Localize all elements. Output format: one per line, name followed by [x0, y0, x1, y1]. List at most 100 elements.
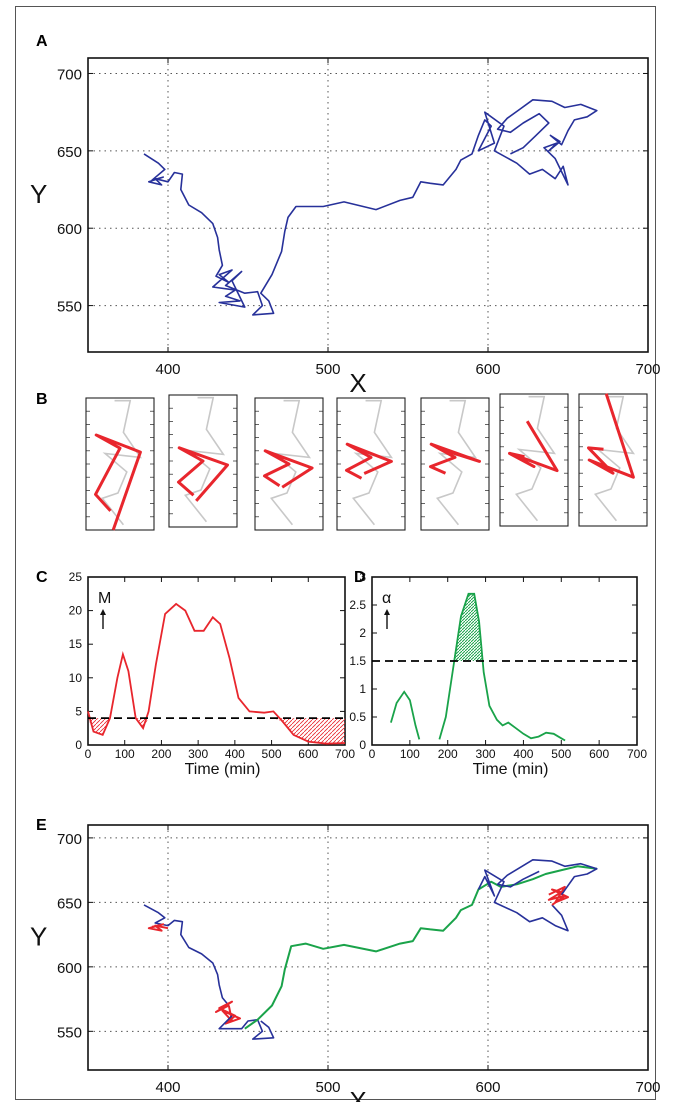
y-tick-label: 10	[69, 671, 83, 685]
x-tick-label: 700	[627, 747, 647, 761]
y-tick-label: 1.5	[349, 654, 366, 668]
frame-3	[254, 397, 324, 531]
trajectory-track	[477, 869, 569, 932]
frame-border	[336, 397, 406, 531]
current-path	[94, 433, 142, 531]
x-axis-title: X	[349, 368, 366, 398]
ghost-path	[351, 399, 394, 526]
y-tick-label: 650	[57, 144, 82, 161]
y-tick-label: 700	[57, 831, 82, 848]
x-tick-label: 500	[551, 747, 571, 761]
chart-c: 0 100 200 300 400 500 600 700 0 5 10 15 20 25 Time (mi…	[69, 570, 356, 778]
x-tick-label: 400	[155, 1079, 180, 1096]
y-tick-label: 550	[57, 299, 82, 316]
up-arrow-head-icon	[100, 609, 106, 615]
panel-label-c: C	[36, 569, 48, 586]
current-path	[263, 449, 314, 489]
panel-label-e: E	[36, 817, 47, 834]
x-tick-label: 0	[369, 747, 376, 761]
ghost-path	[435, 399, 478, 526]
y-axis-title: α	[382, 590, 391, 607]
x-axis-title: Time (min)	[185, 761, 261, 778]
current-path	[429, 442, 481, 475]
plot-frame	[87, 57, 649, 353]
y-tick-label: 0	[75, 738, 82, 752]
x-tick-label: 100	[115, 747, 135, 761]
y-tick-label: 550	[57, 1024, 82, 1041]
below-threshold-hatch	[273, 718, 345, 744]
trajectory-track	[496, 859, 598, 896]
x-tick-label: 600	[475, 361, 500, 378]
alpha-curve	[390, 690, 421, 740]
y-tick-label: 650	[57, 895, 82, 912]
x-tick-label: 600	[475, 1079, 500, 1096]
plot-frame	[87, 824, 649, 1071]
y-tick-label: 2.5	[349, 598, 366, 612]
panel-label-d: D	[354, 569, 366, 586]
y-axis-title: Y	[30, 179, 47, 209]
m-curve	[87, 602, 346, 745]
current-path	[508, 420, 559, 473]
chart-e: 400 500 600 700 550 600 650 700 X Y	[30, 824, 661, 1102]
y-tick-label: 1	[359, 682, 366, 696]
x-tick-label: 600	[298, 747, 318, 761]
y-tick-label: 0.5	[349, 710, 366, 724]
ghost-path	[100, 399, 143, 526]
panel-label-b: B	[36, 391, 48, 408]
x-tick-label: 200	[438, 747, 458, 761]
trajectory-track	[143, 99, 598, 316]
trajectory-track	[218, 1015, 275, 1040]
x-tick-label: 0	[85, 747, 92, 761]
x-tick-label: 500	[262, 747, 282, 761]
frame-2	[168, 394, 238, 528]
x-tick-label: 500	[315, 361, 340, 378]
frame-6	[499, 393, 569, 527]
frame-border	[420, 397, 490, 531]
y-tick-label: 5	[75, 704, 82, 718]
current-path	[177, 446, 229, 502]
plot-frame	[87, 576, 346, 746]
y-tick-label: 25	[69, 570, 83, 584]
trajectory-pause	[147, 923, 169, 932]
trajectory-pause	[215, 1000, 241, 1025]
x-tick-label: 100	[400, 747, 420, 761]
y-tick-label: 3	[359, 570, 366, 584]
frame-border	[499, 393, 569, 527]
y-tick-label: 0	[359, 738, 366, 752]
x-tick-label: 400	[513, 747, 533, 761]
panel-label-a: A	[36, 33, 48, 50]
x-tick-label: 700	[335, 747, 355, 761]
frame-7	[578, 393, 648, 527]
x-axis-title: X	[349, 1086, 366, 1102]
y-axis-title: M	[98, 590, 111, 607]
x-tick-label: 400	[225, 747, 245, 761]
y-tick-label: 600	[57, 221, 82, 238]
y-tick-label: 2	[359, 626, 366, 640]
x-axis-title: Time (min)	[473, 761, 549, 778]
figure-frame	[15, 6, 656, 1100]
x-tick-label: 600	[589, 747, 609, 761]
alpha-curve	[438, 592, 566, 742]
x-tick-label: 700	[635, 1079, 660, 1096]
x-tick-label: 400	[155, 361, 180, 378]
x-tick-label: 500	[315, 1079, 340, 1096]
frame-4	[336, 397, 406, 531]
x-tick-label: 300	[188, 747, 208, 761]
x-tick-label: 700	[635, 361, 660, 378]
panel-b-frames	[85, 393, 648, 531]
y-tick-label: 15	[69, 637, 83, 651]
current-path	[587, 393, 635, 479]
x-tick-label: 200	[151, 747, 171, 761]
x-tick-label: 300	[476, 747, 496, 761]
chart-d: 0 100 200 300 400 500 600 700 0 0.5 1 1.5 2 2.5 3 Time …	[349, 570, 647, 778]
up-arrow-head-icon	[384, 609, 390, 615]
trajectory-pause	[547, 885, 569, 906]
ghost-path	[514, 395, 557, 522]
trajectory-track	[143, 904, 230, 1007]
frame-5	[420, 397, 490, 531]
y-tick-label: 600	[57, 960, 82, 977]
above-threshold-hatch	[453, 593, 483, 661]
y-tick-label: 20	[69, 604, 83, 618]
y-axis-title: Y	[30, 922, 47, 952]
